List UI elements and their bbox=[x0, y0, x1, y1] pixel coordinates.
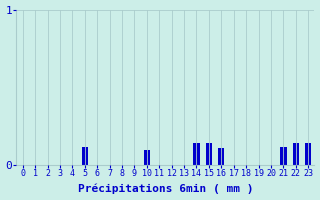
Bar bbox=[305, 143, 311, 165]
Bar bbox=[82, 147, 88, 165]
Bar bbox=[193, 143, 200, 165]
Bar bbox=[293, 143, 299, 165]
Bar bbox=[144, 150, 150, 165]
Bar bbox=[280, 147, 286, 165]
Bar bbox=[206, 143, 212, 165]
Bar bbox=[218, 148, 224, 165]
X-axis label: Précipitations 6min ( mm ): Précipitations 6min ( mm ) bbox=[78, 184, 253, 194]
